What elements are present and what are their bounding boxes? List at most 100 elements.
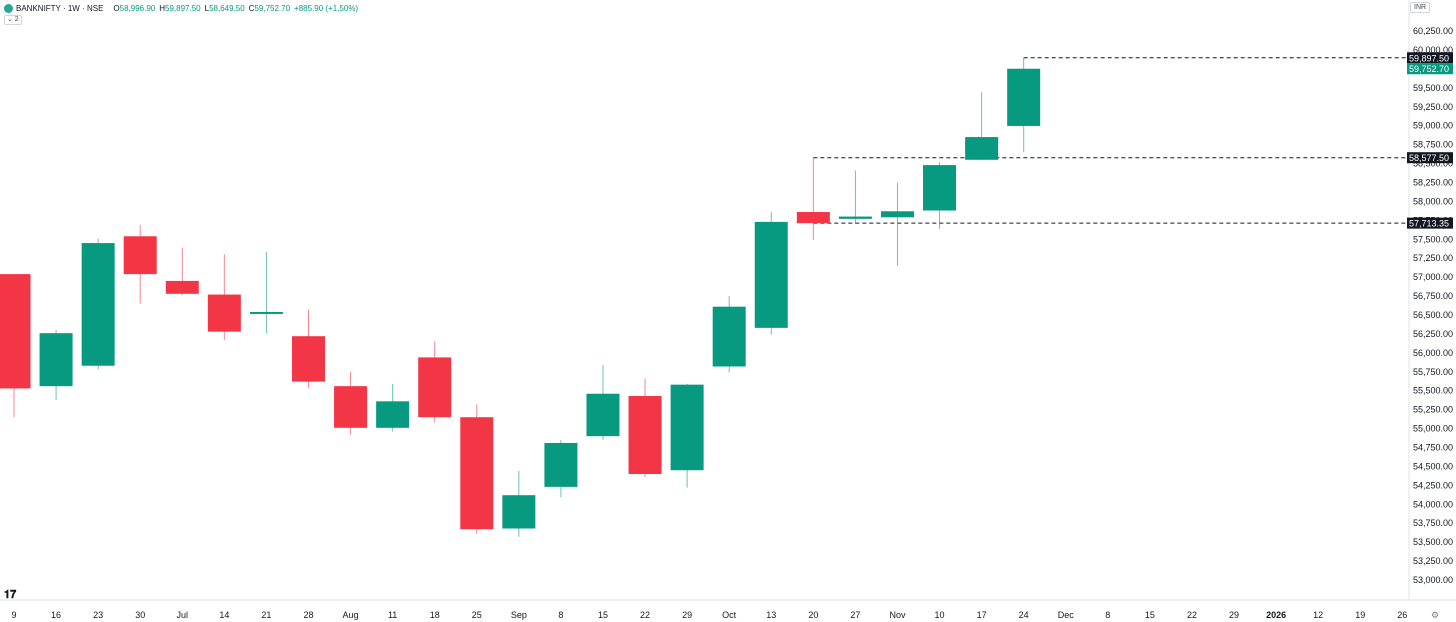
candle-body [796,212,830,224]
open-value: 58,996.90 [119,3,156,13]
candle-body [249,311,283,314]
change-value: +885.90 (+1.50%) [294,3,359,13]
candle-body [712,306,746,367]
y-tick-label: 55,250.00 [1413,405,1453,415]
open-label: O [113,3,120,13]
y-tick-label: 58,000.00 [1413,196,1453,206]
candle-body [502,495,536,529]
high-value: 59,897.50 [165,3,201,13]
x-tick-label: 30 [135,610,145,620]
candle-body [923,165,957,211]
candle-body [334,386,368,428]
price-level-label: 58,577.50 [1409,153,1449,163]
x-tick-label: 25 [472,610,482,620]
y-tick-label: 54,250.00 [1413,480,1453,490]
y-tick-label: 53,750.00 [1413,518,1453,528]
candle-body [291,336,325,382]
candle-body [670,384,704,471]
chart-header: BANKNIFTY · 1W · NSE O 58,996.90 H 59,897.… [4,2,358,14]
x-tick-label: Oct [722,610,737,620]
y-tick-label: 55,500.00 [1413,386,1453,396]
candle-body [207,294,241,332]
x-tick-label: Aug [343,610,359,620]
y-tick-label: 57,000.00 [1413,272,1453,282]
x-tick-label: 15 [1145,610,1155,620]
candle-body [880,211,914,218]
x-tick-label: Nov [889,610,906,620]
candle-body [1007,68,1041,126]
y-tick-label: 60,000.00 [1413,45,1453,55]
currency-button[interactable]: INR [1410,2,1431,13]
x-tick-label: 18 [430,610,440,620]
candle-body [838,216,872,219]
y-tick-label: 60,250.00 [1413,26,1453,36]
candle-body [39,333,73,387]
y-tick-label: 55,000.00 [1413,424,1453,434]
x-tick-label: 9 [11,610,16,620]
x-tick-label: 15 [598,610,608,620]
last-price-tag [1407,63,1453,75]
x-tick-label: Jul [177,610,189,620]
x-tick-label: 16 [51,610,61,620]
close-label: C [248,3,255,13]
indicators-toggle-button[interactable]: ⌄ 2 [4,15,22,25]
y-tick-label: 56,000.00 [1413,348,1453,358]
y-tick-label: 59,000.00 [1413,121,1453,131]
price-level-tag [1407,152,1453,164]
x-tick-label: 20 [808,610,818,620]
x-tick-label: 22 [1187,610,1197,620]
x-tick-label: 12 [1313,610,1323,620]
x-tick-label: 22 [640,610,650,620]
y-tick-label: 57,250.00 [1413,253,1453,263]
candle-body [165,280,199,294]
x-tick-label: 21 [261,610,271,620]
price-level-label: 57,713.35 [1409,219,1449,229]
symbol-title[interactable]: BANKNIFTY · 1W · NSE [16,3,104,13]
x-tick-label: 8 [1105,610,1110,620]
candle-body [81,243,115,366]
x-tick-label: 2026 [1266,610,1286,620]
candle-body [544,442,578,487]
y-tick-label: 57,500.00 [1413,234,1453,244]
y-tick-label: 59,500.00 [1413,83,1453,93]
y-tick-label: 54,000.00 [1413,499,1453,509]
candle-body [376,401,410,428]
y-tick-label: 56,500.00 [1413,310,1453,320]
candle-body [460,417,494,530]
gear-icon[interactable]: ⚙ [1431,610,1440,620]
candle-body [965,137,999,160]
x-tick-label: 28 [303,610,313,620]
x-tick-label: 29 [1229,610,1239,620]
candle-body [586,393,620,437]
price-level-tag [1407,217,1453,229]
close-value: 59,752.70 [254,3,291,13]
y-tick-label: 55,750.00 [1413,367,1453,377]
price-level-tag [1407,52,1453,64]
tradingview-logo-icon[interactable]: 𝟏𝟕 [4,589,17,601]
low-value: 58,649.50 [209,3,245,13]
y-tick-label: 58,750.00 [1413,140,1453,150]
x-tick-label: 11 [388,610,397,620]
x-tick-label: Dec [1058,610,1075,620]
x-tick-label: 17 [977,610,987,620]
high-label: H [159,3,166,13]
x-tick-label: 23 [93,610,103,620]
y-tick-label: 59,250.00 [1413,102,1453,112]
x-tick-label: 27 [850,610,860,620]
x-tick-label: 8 [558,610,563,620]
candle-body [418,357,452,418]
x-tick-label: 24 [1019,610,1029,620]
candle-body [123,236,157,275]
price-level-label: 59,897.50 [1409,53,1449,63]
y-tick-label: 53,000.00 [1413,575,1453,585]
candle-body [754,221,788,328]
x-tick-label: 29 [682,610,692,620]
x-tick-label: 10 [935,610,945,620]
y-tick-label: 58,250.00 [1413,178,1453,188]
low-label: L [204,3,210,13]
y-tick-label: 53,500.00 [1413,537,1453,547]
x-tick-label: 26 [1397,610,1407,620]
candle-body [628,396,662,474]
x-tick-label: 13 [766,610,776,620]
